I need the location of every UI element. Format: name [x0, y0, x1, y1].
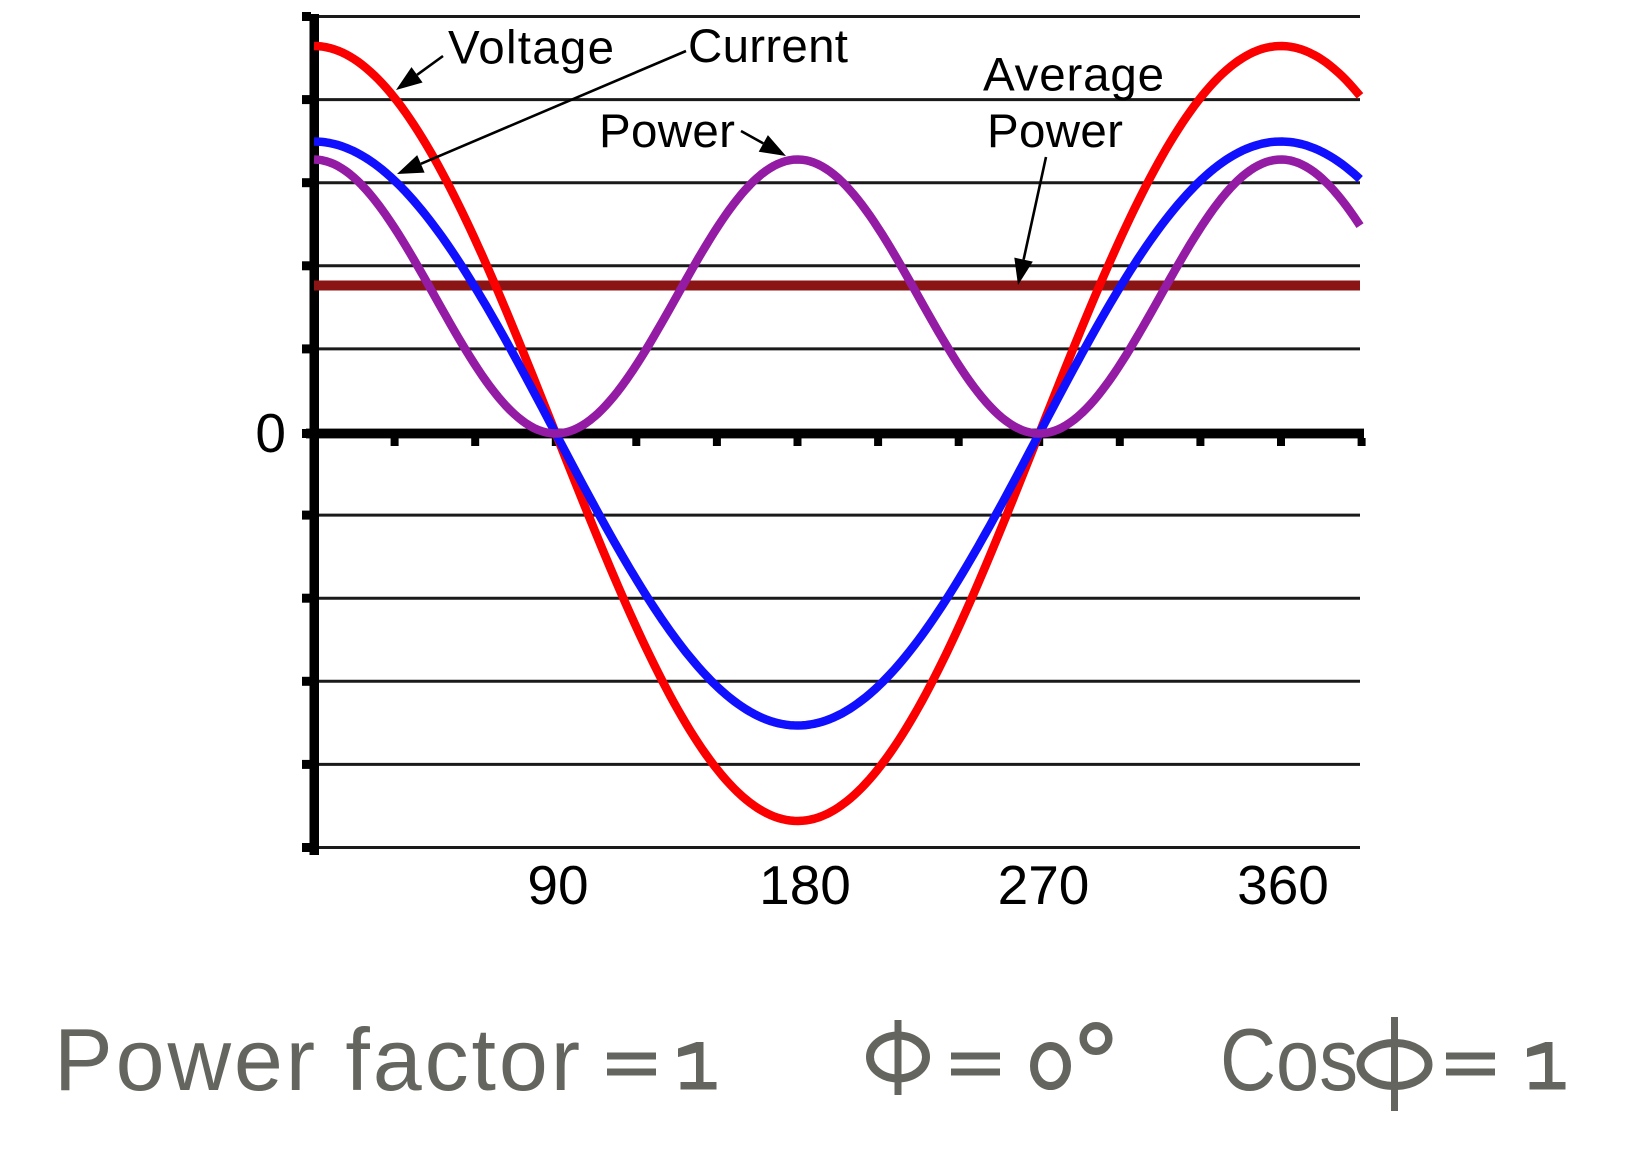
svg-text:Current: Current — [688, 20, 848, 73]
svg-text:Power: Power — [987, 105, 1123, 158]
svg-text:360: 360 — [1237, 854, 1329, 916]
svg-text:90: 90 — [527, 854, 588, 916]
svg-text:180: 180 — [759, 854, 851, 916]
svg-text:Cos: Cos — [1220, 1010, 1358, 1109]
svg-text:Average: Average — [983, 49, 1164, 102]
svg-text:270: 270 — [998, 854, 1090, 916]
svg-text:Power: Power — [599, 105, 735, 158]
svg-text:0: 0 — [255, 402, 286, 464]
